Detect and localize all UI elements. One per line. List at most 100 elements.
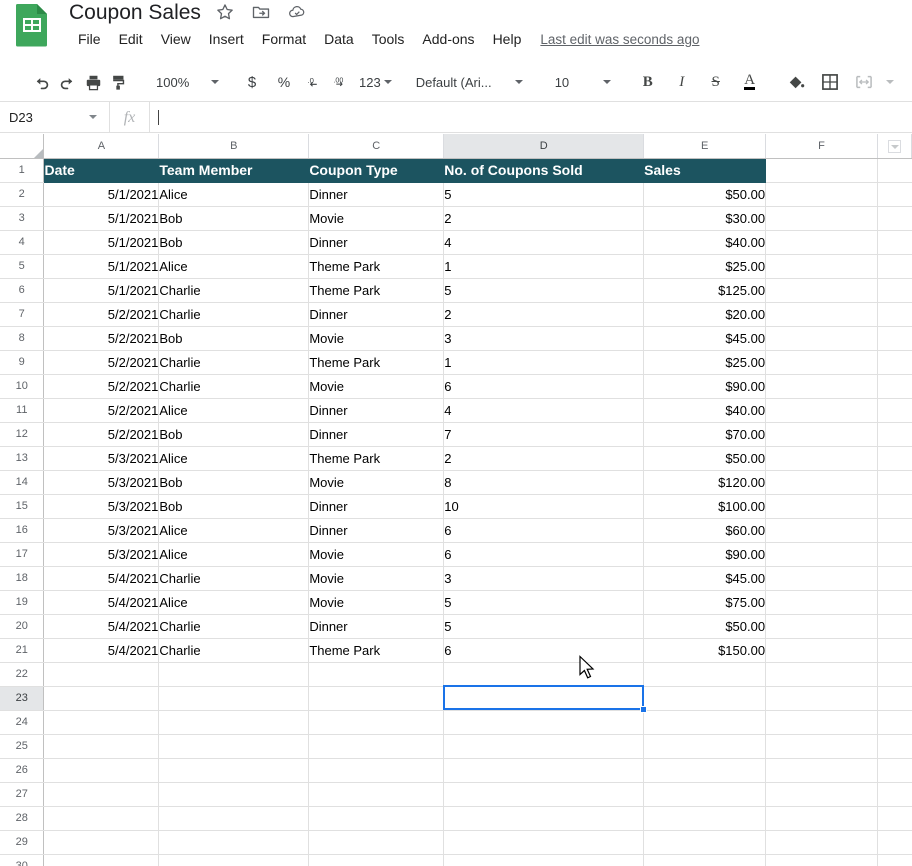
cell-B21[interactable]: Charlie (158, 638, 310, 663)
cell-A8[interactable]: 5/2/2021 (43, 326, 160, 351)
cell-B16[interactable]: Alice (158, 518, 310, 543)
cell-D22[interactable] (443, 662, 645, 687)
text-color-button[interactable]: A (737, 69, 763, 95)
more-formats-selector[interactable]: 123 (355, 72, 396, 93)
font-family-selector[interactable]: Default (Ari... (412, 72, 527, 93)
cell-A4[interactable]: 5/1/2021 (43, 230, 160, 255)
cell-C3[interactable]: Movie (308, 206, 445, 231)
cell-D28[interactable] (443, 806, 645, 831)
cell-E16[interactable]: $60.00 (643, 518, 767, 543)
row-header-1[interactable]: 1 (0, 158, 45, 183)
cell-E23[interactable] (643, 686, 767, 711)
cell-D9[interactable]: 1 (443, 350, 645, 375)
row-header-10[interactable]: 10 (0, 374, 45, 399)
row-header-26[interactable]: 26 (0, 758, 45, 783)
cell-E30[interactable] (643, 854, 767, 866)
cell-C21[interactable]: Theme Park (308, 638, 445, 663)
cell-B29[interactable] (158, 830, 310, 855)
cell-A18[interactable]: 5/4/2021 (43, 566, 160, 591)
cell-E22[interactable] (643, 662, 767, 687)
cell-B18[interactable]: Charlie (158, 566, 310, 591)
cell-F2[interactable] (765, 182, 878, 207)
cell-B14[interactable]: Bob (158, 470, 310, 495)
cell-D26[interactable] (443, 758, 645, 783)
star-icon[interactable] (215, 2, 235, 22)
cell-F25[interactable] (765, 734, 878, 759)
cell-C11[interactable]: Dinner (308, 398, 445, 423)
move-to-folder-icon[interactable] (251, 2, 271, 22)
row-header-7[interactable]: 7 (0, 302, 45, 327)
cell-B2[interactable]: Alice (158, 182, 310, 207)
row-header-6[interactable]: 6 (0, 278, 45, 303)
zoom-selector[interactable]: 100% (148, 72, 223, 93)
cell-D29[interactable] (443, 830, 645, 855)
cell-E24[interactable] (643, 710, 767, 735)
spreadsheet-grid[interactable]: A B C D E F 1 Date Team Member Coupon Type N… (0, 134, 912, 866)
cell-F17[interactable] (765, 542, 878, 567)
column-header-d[interactable]: D (443, 134, 645, 159)
cell-B11[interactable]: Alice (158, 398, 310, 423)
paint-format-button[interactable] (106, 69, 132, 95)
cell-C7[interactable]: Dinner (308, 302, 445, 327)
row-header-3[interactable]: 3 (0, 206, 45, 231)
cell-D5[interactable]: 1 (443, 254, 645, 279)
cell-C4[interactable]: Dinner (308, 230, 445, 255)
cell-F18[interactable] (765, 566, 878, 591)
row-header-19[interactable]: 19 (0, 590, 45, 615)
menu-data[interactable]: Data (324, 31, 354, 47)
cell-C15[interactable]: Dinner (308, 494, 445, 519)
cloud-saved-icon[interactable] (287, 2, 307, 22)
cell-F23[interactable] (765, 686, 878, 711)
menu-edit[interactable]: Edit (118, 31, 143, 47)
cell-F9[interactable] (765, 350, 878, 375)
cell-B28[interactable] (158, 806, 310, 831)
cell-D30[interactable] (443, 854, 645, 866)
redo-button[interactable] (54, 69, 80, 95)
cell-F22[interactable] (765, 662, 878, 687)
last-edit-status[interactable]: Last edit was seconds ago (540, 31, 700, 47)
cell-B10[interactable]: Charlie (158, 374, 310, 399)
cell-F14[interactable] (765, 470, 878, 495)
undo-button[interactable] (28, 69, 54, 95)
decrease-decimal-button[interactable]: .0 (303, 69, 329, 95)
cell-C6[interactable]: Theme Park (308, 278, 445, 303)
cell-A7[interactable]: 5/2/2021 (43, 302, 160, 327)
cell-C13[interactable]: Theme Park (308, 446, 445, 471)
cell-A11[interactable]: 5/2/2021 (43, 398, 160, 423)
merge-cells-button[interactable] (851, 69, 877, 95)
cell-F24[interactable] (765, 710, 878, 735)
cell-F10[interactable] (765, 374, 878, 399)
cell-E13[interactable]: $50.00 (643, 446, 767, 471)
cell-C12[interactable]: Dinner (308, 422, 445, 447)
cell-C2[interactable]: Dinner (308, 182, 445, 207)
cell-E12[interactable]: $70.00 (643, 422, 767, 447)
cell-B22[interactable] (158, 662, 310, 687)
cell-C22[interactable] (308, 662, 445, 687)
cell-D14[interactable]: 8 (443, 470, 645, 495)
row-header-27[interactable]: 27 (0, 782, 45, 807)
menu-file[interactable]: File (78, 31, 101, 47)
cell-E3[interactable]: $30.00 (643, 206, 767, 231)
cell-C17[interactable]: Movie (308, 542, 445, 567)
cell-A19[interactable]: 5/4/2021 (43, 590, 160, 615)
cell-E19[interactable]: $75.00 (643, 590, 767, 615)
column-header-a[interactable]: A (43, 134, 160, 159)
column-header-c[interactable]: C (308, 134, 445, 159)
menu-view[interactable]: View (160, 31, 191, 47)
cell-B23[interactable] (158, 686, 310, 711)
cell-B17[interactable]: Alice (158, 542, 310, 567)
cell-B4[interactable]: Bob (158, 230, 310, 255)
row-header-30[interactable]: 30 (0, 854, 45, 866)
cell-F20[interactable] (765, 614, 878, 639)
cell-C9[interactable]: Theme Park (308, 350, 445, 375)
cell-E29[interactable] (643, 830, 767, 855)
cell-D1[interactable]: No. of Coupons Sold (443, 158, 645, 183)
cell-F19[interactable] (765, 590, 878, 615)
cell-A5[interactable]: 5/1/2021 (43, 254, 160, 279)
cell-E7[interactable]: $20.00 (643, 302, 767, 327)
cell-B3[interactable]: Bob (158, 206, 310, 231)
cell-F3[interactable] (765, 206, 878, 231)
cell-E4[interactable]: $40.00 (643, 230, 767, 255)
cell-F8[interactable] (765, 326, 878, 351)
cell-E10[interactable]: $90.00 (643, 374, 767, 399)
